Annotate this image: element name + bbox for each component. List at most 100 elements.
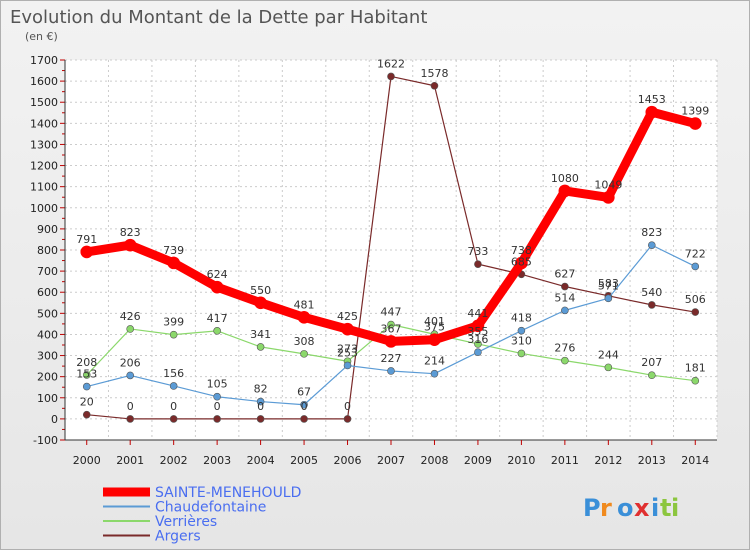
y-tick-label: 200 xyxy=(37,371,58,384)
data-label: 253 xyxy=(337,346,358,359)
legend-entry: Argers xyxy=(155,529,201,545)
data-label: 244 xyxy=(598,348,619,361)
x-tick-label: 2003 xyxy=(203,454,231,467)
data-point xyxy=(254,296,267,310)
data-point xyxy=(474,260,482,268)
data-point xyxy=(387,72,395,81)
legend-entry: Verrières xyxy=(155,514,217,530)
watermark-letter: i xyxy=(671,494,679,522)
data-labels: 20 0 0 0 0 0 0 1622 1578 733 685 627 583 540 506 208 426… xyxy=(76,57,709,412)
data-point xyxy=(213,415,221,423)
data-label: 1578 xyxy=(420,67,448,80)
y-tick-label: 0 xyxy=(51,413,58,426)
x-tick-label: 2006 xyxy=(334,454,362,467)
data-point xyxy=(169,330,178,339)
data-point xyxy=(256,343,265,351)
data-label: 823 xyxy=(120,226,141,239)
data-label: 399 xyxy=(163,316,184,329)
data-label: 273 xyxy=(337,342,358,355)
data-label: 0 xyxy=(344,400,351,413)
data-label: 1622 xyxy=(377,57,405,70)
y-tick-label: -100 xyxy=(33,434,58,447)
data-point xyxy=(430,369,439,378)
data-label: 1080 xyxy=(551,172,579,185)
data-point xyxy=(384,335,398,348)
data-point xyxy=(126,415,134,423)
x-tick-label: 2001 xyxy=(116,454,144,467)
data-label: 540 xyxy=(641,286,662,299)
data-label: 208 xyxy=(76,356,97,369)
x-tick-label: 2000 xyxy=(73,454,101,467)
data-point xyxy=(558,184,572,198)
watermark-letter: r xyxy=(600,494,612,522)
data-point xyxy=(167,256,180,270)
data-point xyxy=(517,326,526,335)
data-label: 156 xyxy=(163,367,184,380)
y-tick-label: 900 xyxy=(37,223,58,236)
data-point xyxy=(126,325,134,333)
data-label: 417 xyxy=(207,312,228,325)
data-label: 0 xyxy=(214,400,221,413)
data-label: 514 xyxy=(554,291,575,304)
data-label: 214 xyxy=(424,355,445,368)
data-point xyxy=(300,400,308,409)
data-label: 310 xyxy=(511,334,532,347)
data-point xyxy=(297,311,311,324)
data-point xyxy=(210,280,224,294)
data-point xyxy=(80,245,94,259)
y-tick-label: 600 xyxy=(37,286,58,299)
y-tick-label: 1300 xyxy=(30,138,58,151)
data-point xyxy=(82,410,91,419)
data-point xyxy=(428,333,441,347)
data-label: 0 xyxy=(257,400,264,413)
data-label: 418 xyxy=(511,312,532,325)
data-point xyxy=(343,361,352,370)
data-label: 426 xyxy=(120,310,141,323)
grid xyxy=(64,59,718,441)
y-tick-label: 400 xyxy=(37,328,58,341)
x-tick-label: 2013 xyxy=(638,454,666,467)
data-label: 733 xyxy=(467,245,488,258)
watermark-letter: t xyxy=(660,494,671,522)
data-point xyxy=(126,371,134,380)
chart-title: Evolution du Montant de la Dette par Hab… xyxy=(10,7,427,28)
y-tick-label: 1000 xyxy=(30,202,58,215)
data-label: 722 xyxy=(685,247,706,260)
data-point xyxy=(387,367,395,375)
y-tick-label: 1500 xyxy=(30,96,58,109)
data-label: 583 xyxy=(598,277,619,290)
x-tick-label: 2011 xyxy=(551,454,579,467)
data-point xyxy=(430,81,439,90)
legend-entry: SAINTE-MENEHOULD xyxy=(155,485,301,501)
data-label: 153 xyxy=(76,368,97,381)
data-point xyxy=(213,392,221,401)
data-label: 206 xyxy=(120,356,141,369)
axes: -100010020030040050060070080090010001100… xyxy=(30,54,717,467)
legend: SAINTE-MENEHOULDChaudefontaineVerrièresA… xyxy=(103,485,301,545)
series xyxy=(80,72,702,423)
data-point xyxy=(169,415,178,423)
data-point xyxy=(341,322,354,336)
data-label: 624 xyxy=(207,268,228,281)
data-point xyxy=(300,350,308,358)
chart-subtitle: (en €) xyxy=(25,30,58,43)
x-tick-label: 2012 xyxy=(594,454,622,467)
y-tick-label: 1400 xyxy=(30,117,58,130)
data-point xyxy=(561,306,569,315)
data-label: 685 xyxy=(511,255,532,268)
data-point xyxy=(604,294,613,303)
data-point xyxy=(474,348,482,356)
data-point xyxy=(647,301,656,309)
data-point xyxy=(604,363,613,372)
data-label: 181 xyxy=(685,362,706,375)
data-point xyxy=(300,415,308,423)
y-tick-label: 1100 xyxy=(30,181,58,194)
data-point xyxy=(256,397,265,406)
watermark-letter: x xyxy=(634,494,650,522)
data-point xyxy=(123,238,137,252)
data-point xyxy=(82,371,91,379)
data-label: 1399 xyxy=(681,105,709,118)
data-label: 341 xyxy=(250,328,271,341)
